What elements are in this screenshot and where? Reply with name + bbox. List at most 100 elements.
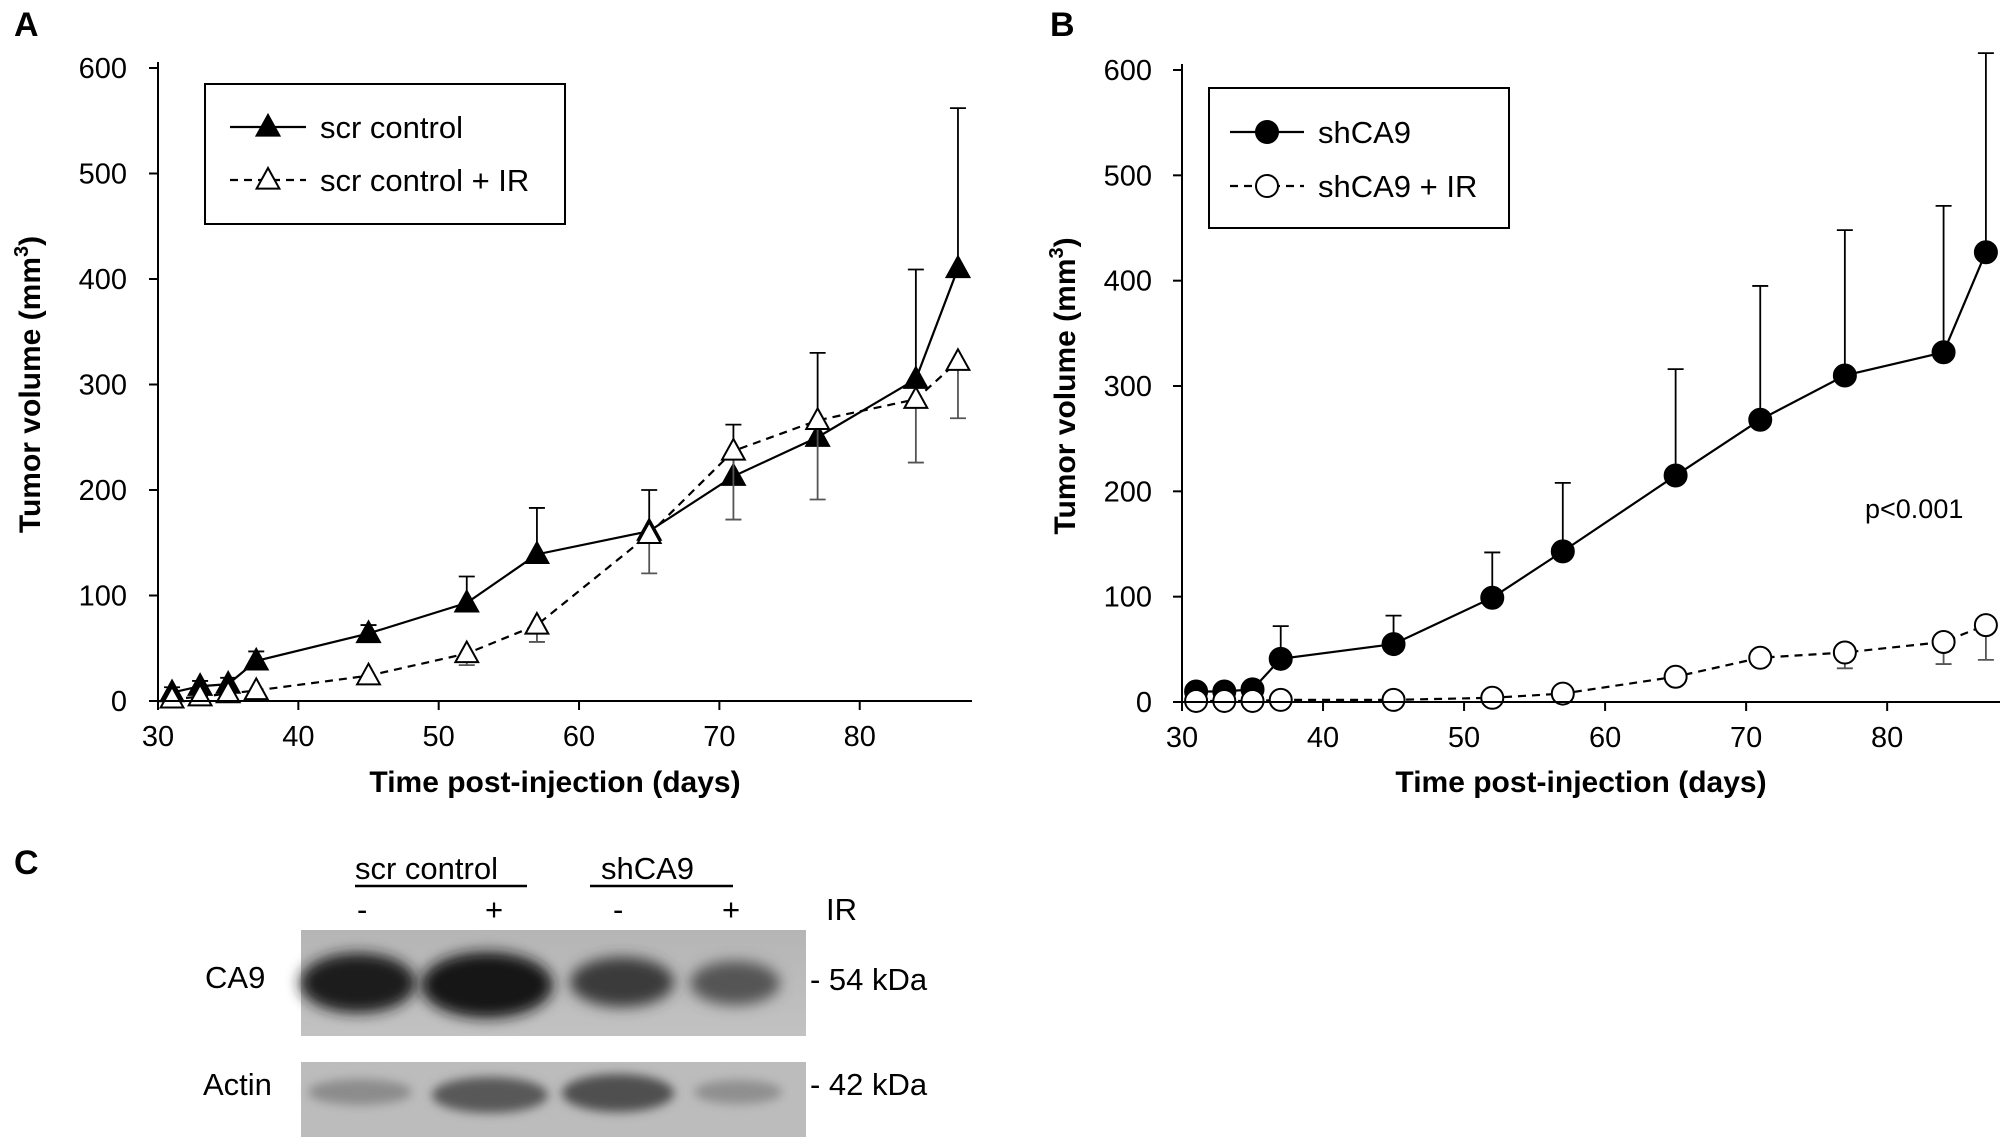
blot-band-ca9-lane2: [421, 952, 553, 1018]
chart-a-y-axis-title: Tumor volume (mm3): [11, 236, 47, 533]
chart-a-series-2-point: [243, 676, 270, 701]
western-blot: scr control shCA9 - + - + IR CA9 Actin -…: [203, 851, 928, 1137]
blot-band-actin-lane1: [308, 1079, 412, 1105]
chart-a-legend-box: [204, 83, 566, 225]
chart-a-series-1-point: [523, 540, 551, 564]
chart-b-series-1-point: [1663, 463, 1688, 488]
chart-a-y-tick-label: 600: [79, 53, 127, 85]
chart-b-y-tick-label: 200: [1104, 476, 1152, 508]
chart-a-x-tick-label: 40: [282, 721, 314, 753]
blot-band-actin-lane2: [432, 1077, 548, 1113]
blot-group-shca9: shCA9: [601, 851, 694, 886]
chart-a-series-1-point: [243, 646, 270, 671]
blot-ir-label: IR: [826, 892, 857, 927]
chart-a-x-tick-label: 70: [703, 721, 735, 753]
chart-b-y-axis-title: Tumor volume (mm3): [1046, 237, 1082, 534]
chart-b-series-2-line: [1196, 624, 1987, 703]
chart-a-series-2-point: [523, 610, 551, 635]
chart-a-series-1-point: [944, 254, 972, 279]
chart-a-x-tick-label: 50: [423, 721, 455, 753]
chart-a-series-2-point: [355, 661, 382, 686]
chart-b-y-tick-label: 0: [1136, 687, 1152, 719]
chart-b-axes: 0 100 200 300 400 500 600 30 40 50 60 70 80 Time post…: [1046, 55, 2000, 799]
blot-size-42kda: - 42 kDa: [810, 1067, 928, 1102]
blot-band-actin-lane4: [694, 1080, 782, 1104]
chart-a-y-tick-label: 300: [79, 370, 127, 402]
chart-a-series-1-point: [355, 619, 382, 644]
chart-b-x-tick-label: 80: [1871, 722, 1903, 754]
chart-b-series-2-point: [1663, 664, 1688, 689]
chart-b-series-1-point: [1931, 340, 1956, 365]
chart-b-series-2-point: [1240, 688, 1265, 713]
chart-b-series-2-point: [1550, 681, 1575, 706]
blot-row-actin-label: Actin: [203, 1067, 272, 1102]
chart-b-y-tick-label: 600: [1104, 55, 1152, 87]
blot-band-ca9-lane3: [570, 957, 674, 1007]
panel-label-b: B: [1050, 6, 1075, 44]
chart-a-series-2-point: [636, 520, 663, 544]
blot-size-54kda: - 54 kDa: [810, 962, 928, 997]
blot-band-ca9-lane1: [300, 953, 416, 1013]
chart-a-x-axis-title: Time post-injection (days): [369, 766, 740, 799]
chart-b-series-2-point: [1268, 687, 1293, 712]
chart-a-series-1: [158, 107, 972, 703]
chart-b-x-tick-label: 40: [1307, 722, 1339, 754]
chart-a-y-tick-label: 400: [79, 264, 127, 296]
chart-a-y-tick-label: 100: [79, 581, 127, 613]
blot-row-ca9-label: CA9: [205, 960, 265, 995]
chart-a-series-2-point: [944, 347, 972, 371]
chart-b-series-2-point: [1480, 685, 1505, 710]
chart-b-x-axis-title: Time post-injection (days): [1395, 766, 1766, 799]
chart-a-series-2-point: [453, 639, 480, 664]
chart-a-legend: scr control scr control + IR: [230, 110, 529, 198]
chart-a-x-tick-label: 60: [563, 721, 595, 753]
chart-a-axes: 0 100 200 300 400 500 600 30 40 50 60 70 80 Time post…: [11, 53, 972, 799]
chart-a-series-1-point: [902, 365, 929, 389]
chart-b-y-tick-label: 300: [1104, 371, 1152, 403]
chart-b-series-1-point: [1381, 632, 1406, 657]
chart-b-y-tick-label: 100: [1104, 582, 1152, 614]
chart-a-x-tick-label: 80: [844, 721, 876, 753]
blot-lane-4-label: +: [722, 892, 740, 927]
chart-b-legend-marker-1: [1255, 120, 1279, 144]
chart-a-y-tick-label: 0: [111, 686, 127, 718]
chart-a: scr control scr control + IR 0 100 200 300 40…: [11, 53, 972, 799]
chart-b-series-1-point: [1268, 646, 1293, 671]
chart-b-series-1-line: [1196, 251, 1987, 693]
chart-b-series-2-point: [1212, 688, 1237, 713]
panel-label-c: C: [14, 844, 39, 882]
chart-a-series-2-point: [902, 385, 929, 409]
chart-b-series-1-point: [1832, 363, 1857, 388]
blot-band-ca9-lane4: [690, 961, 780, 1005]
chart-a-legend-label-1: scr control: [320, 110, 463, 145]
chart-b-x-tick-label: 60: [1589, 722, 1621, 754]
chart-a-legend-label-2: scr control + IR: [320, 163, 529, 198]
chart-b-series-1-point: [1748, 407, 1773, 432]
blot-group-scr-control: scr control: [355, 851, 498, 886]
chart-a-series-1-point: [453, 588, 480, 613]
chart-b-y-tick-label: 400: [1104, 266, 1152, 298]
chart-a-legend-marker-1: [254, 112, 282, 137]
chart-a-y-tick-label: 200: [79, 475, 127, 507]
blot-strip-actin: [301, 1062, 806, 1137]
blot-lane-1-label: -: [357, 892, 367, 927]
chart-a-legend-marker-2: [254, 165, 282, 190]
chart-b-series-1-point: [1973, 240, 1998, 265]
blot-strip-ca9: [300, 930, 806, 1036]
chart-b-legend-label-2: shCA9 + IR: [1318, 169, 1477, 204]
chart-a-series-2-point: [158, 684, 186, 709]
chart-b-legend-label-1: shCA9: [1318, 115, 1411, 150]
chart-b-series-2-point: [1832, 640, 1857, 665]
chart-b-legend: shCA9 shCA9 + IR: [1230, 115, 1477, 204]
panel-label-a: A: [14, 6, 39, 44]
chart-a-series-1-line: [171, 268, 959, 694]
chart-a-series-2-point: [215, 679, 242, 704]
chart-a-series-2-point: [720, 436, 747, 461]
chart-b-legend-box: [1208, 87, 1510, 229]
chart-a-series-2-line: [171, 360, 959, 700]
chart-a-x-tick-label: 30: [142, 721, 174, 753]
chart-b-x-tick-label: 30: [1166, 722, 1198, 754]
chart-b-series-2-point: [1931, 629, 1956, 654]
chart-b-series-2-point: [1381, 687, 1406, 712]
